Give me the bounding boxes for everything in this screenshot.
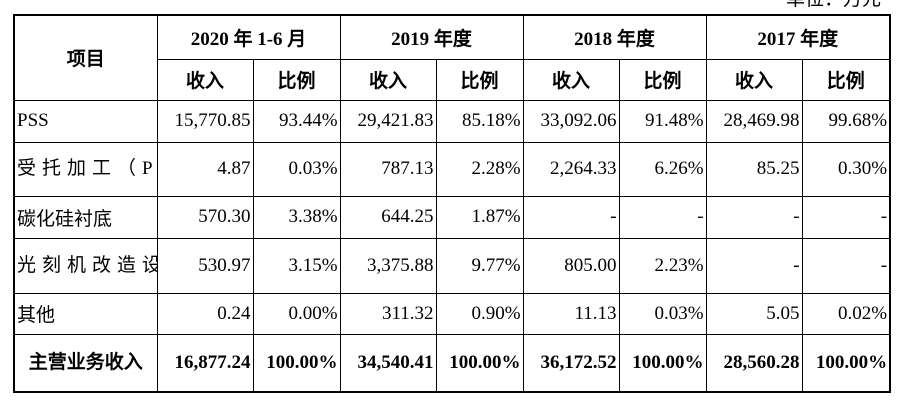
- table-row: PSS 15,770.85 93.44% 29,421.83 85.18% 33…: [13, 99, 892, 143]
- total-income: 36,172.52: [522, 333, 620, 393]
- cell-income: 805.00: [522, 237, 620, 294]
- cell-income: 15,770.85: [156, 99, 254, 143]
- cell-ratio: 2.23%: [618, 237, 707, 294]
- cell-income: -: [522, 195, 620, 239]
- cell-ratio: 0.03%: [252, 141, 341, 197]
- cell-income: 11.13: [522, 292, 620, 335]
- table-row: 受托加工（PSS） 4.87 0.03% 787.13 2.28% 2,264.…: [13, 141, 892, 197]
- cell-ratio: 0.03%: [618, 292, 707, 335]
- cell-ratio: 0.90%: [435, 292, 524, 335]
- cell-ratio: 9.77%: [435, 237, 524, 294]
- cell-ratio: 6.26%: [618, 141, 707, 197]
- total-income: 34,540.41: [339, 333, 437, 393]
- total-income: 16,877.24: [156, 333, 254, 393]
- cell-income: 29,421.83: [339, 99, 437, 143]
- header-period-2018: 2018 年度: [522, 14, 707, 60]
- cell-income: 2,264.33: [522, 141, 620, 197]
- cell-income: 5.05: [705, 292, 803, 335]
- header-period-2019: 2019 年度: [339, 14, 524, 60]
- row-label: 光刻机改造设备: [13, 237, 158, 294]
- cell-income: -: [705, 195, 803, 239]
- unit-label: 单位：万元: [786, 0, 881, 10]
- header-income: 收入: [705, 58, 803, 101]
- cell-income: 3,375.88: [339, 237, 437, 294]
- total-ratio: 100.00%: [801, 333, 892, 393]
- table-row: 碳化硅衬底 570.30 3.38% 644.25 1.87% - - - -: [13, 195, 892, 239]
- row-label: 受托加工（PSS）: [13, 141, 158, 197]
- total-ratio: 100.00%: [252, 333, 341, 393]
- cell-ratio: 85.18%: [435, 99, 524, 143]
- cell-income: 644.25: [339, 195, 437, 239]
- header-period-2020h1: 2020 年 1-6 月: [156, 14, 341, 60]
- cell-income: 311.32: [339, 292, 437, 335]
- cell-income: 570.30: [156, 195, 254, 239]
- cell-ratio: -: [801, 195, 892, 239]
- cell-income: 28,469.98: [705, 99, 803, 143]
- cell-ratio: -: [618, 195, 707, 239]
- header-ratio: 比例: [618, 58, 707, 101]
- table-row: 光刻机改造设备 530.97 3.15% 3,375.88 9.77% 805.…: [13, 237, 892, 294]
- cell-ratio: 99.68%: [801, 99, 892, 143]
- cell-ratio: 1.87%: [435, 195, 524, 239]
- cell-ratio: 0.00%: [252, 292, 341, 335]
- cell-income: 33,092.06: [522, 99, 620, 143]
- table-row: 其他 0.24 0.00% 311.32 0.90% 11.13 0.03% 5…: [13, 292, 892, 335]
- header-income: 收入: [522, 58, 620, 101]
- table-row-total: 主营业务收入 16,877.24 100.00% 34,540.41 100.0…: [13, 333, 892, 393]
- cell-ratio: 3.15%: [252, 237, 341, 294]
- row-label: 碳化硅衬底: [13, 195, 158, 239]
- cell-income: 85.25: [705, 141, 803, 197]
- header-income: 收入: [339, 58, 437, 101]
- header-income: 收入: [156, 58, 254, 101]
- revenue-table: 项目 2020 年 1-6 月 2019 年度 2018 年度 2017 年度 …: [13, 14, 892, 393]
- cell-income: 787.13: [339, 141, 437, 197]
- total-ratio: 100.00%: [435, 333, 524, 393]
- header-ratio: 比例: [435, 58, 524, 101]
- cell-ratio: 0.30%: [801, 141, 892, 197]
- cell-income: 4.87: [156, 141, 254, 197]
- header-ratio: 比例: [252, 58, 341, 101]
- cell-income: -: [705, 237, 803, 294]
- cell-ratio: -: [801, 237, 892, 294]
- header-item: 项目: [13, 14, 158, 101]
- cell-ratio: 0.02%: [801, 292, 892, 335]
- cell-income: 530.97: [156, 237, 254, 294]
- total-income: 28,560.28: [705, 333, 803, 393]
- total-ratio: 100.00%: [618, 333, 707, 393]
- header-period-2017: 2017 年度: [705, 14, 892, 60]
- total-label: 主营业务收入: [13, 333, 158, 393]
- cell-ratio: 2.28%: [435, 141, 524, 197]
- cell-ratio: 93.44%: [252, 99, 341, 143]
- cell-ratio: 3.38%: [252, 195, 341, 239]
- row-label: PSS: [13, 99, 158, 143]
- cell-ratio: 91.48%: [618, 99, 707, 143]
- header-ratio: 比例: [801, 58, 892, 101]
- row-label: 其他: [13, 292, 158, 335]
- cell-income: 0.24: [156, 292, 254, 335]
